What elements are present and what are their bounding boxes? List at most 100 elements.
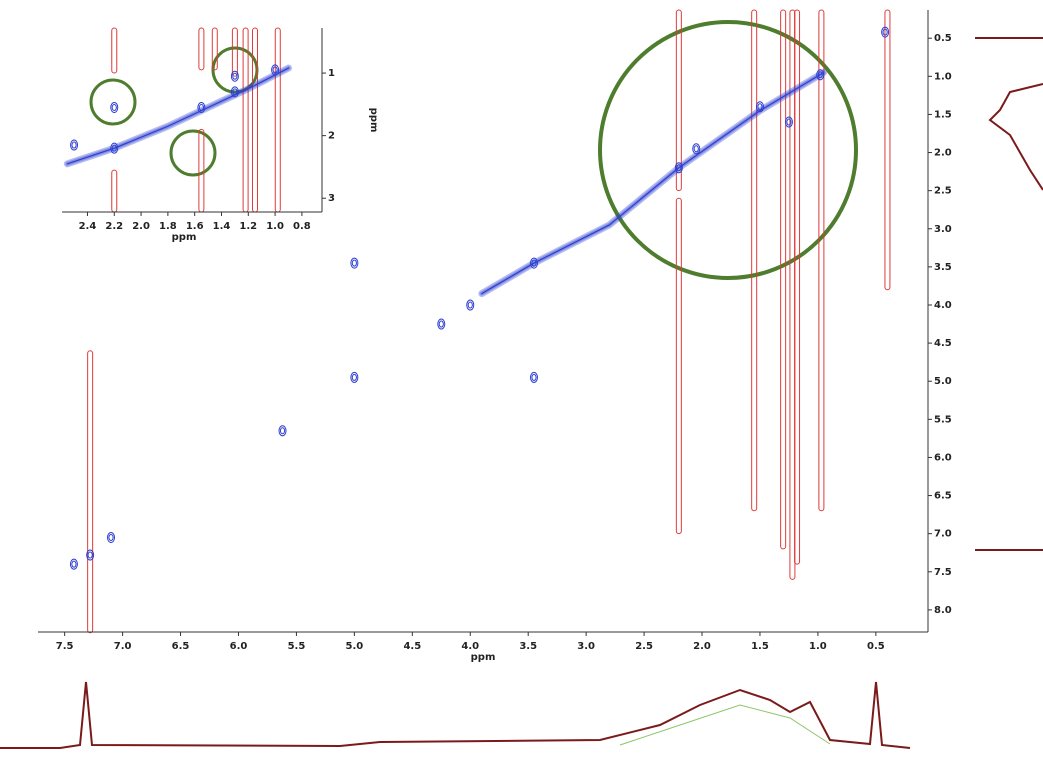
x-tick-label: 1.2 [239, 221, 257, 232]
peak [271, 64, 280, 76]
y-tick-label: 8.0 [934, 605, 952, 616]
peak [111, 144, 117, 152]
x-tick-label: 5.0 [346, 641, 364, 652]
peak [466, 299, 475, 311]
x-tick-label: 3.5 [519, 641, 537, 652]
x-tick-label: 0.8 [293, 221, 311, 232]
streak [675, 9, 682, 192]
peak [198, 103, 204, 111]
x-tick-label: 2.5 [635, 641, 653, 652]
x-tick-label: 5.5 [288, 641, 306, 652]
peak [111, 103, 117, 111]
x-tick-label: 4.0 [461, 641, 479, 652]
x-tick-label: 2.0 [693, 641, 711, 652]
projection-x [0, 681, 911, 749]
peak [692, 143, 701, 155]
peak [110, 142, 119, 154]
x-axis-label: ppm [471, 652, 496, 663]
y-tick-label: 3.5 [934, 262, 952, 273]
streak [818, 9, 825, 512]
y-tick-label: 3 [328, 193, 335, 204]
x-tick-label: 2.4 [79, 221, 97, 232]
y-tick-label: 5.5 [934, 414, 952, 425]
projection-y [975, 37, 1043, 551]
x-tick-label: 1.4 [213, 221, 231, 232]
peak [531, 373, 537, 381]
highlight-circle [598, 20, 858, 280]
peak [70, 139, 79, 151]
y-tick-label: 6.5 [934, 491, 952, 502]
peak [437, 318, 446, 330]
x-tick-label: 1.5 [751, 641, 769, 652]
peak [784, 116, 793, 128]
diagonal-contour [66, 67, 290, 165]
highlight-circle [169, 129, 217, 177]
peak [232, 88, 238, 96]
y-tick-label: 2.0 [934, 148, 952, 159]
x-axis-label: ppm [172, 232, 197, 243]
x-tick-label: 0.5 [867, 641, 885, 652]
y-tick-label: 1 [328, 68, 335, 79]
streak [794, 9, 801, 565]
x-tick-label: 6.5 [172, 641, 190, 652]
x-tick-label: 3.0 [577, 641, 595, 652]
peak [693, 145, 699, 153]
y-tick-label: 7.0 [934, 529, 952, 540]
peak [230, 86, 239, 98]
peak [529, 257, 538, 269]
y-tick-label: 7.5 [934, 567, 952, 578]
y-tick-label: 1.5 [934, 109, 952, 120]
peak [817, 71, 823, 79]
streak [675, 197, 682, 535]
peak [467, 301, 473, 309]
peak [71, 560, 77, 568]
y-tick-label: 4.5 [934, 338, 952, 349]
x-tick-label: 6.0 [230, 641, 248, 652]
y-tick-label: 2.5 [934, 186, 952, 197]
x-tick-label: 7.0 [114, 641, 132, 652]
y-tick-label: 5.0 [934, 376, 952, 387]
peak [107, 531, 116, 543]
streak [87, 350, 94, 634]
streak [198, 27, 205, 71]
streak [780, 9, 787, 550]
x-tick-label: 1.6 [186, 221, 204, 232]
peak [71, 141, 77, 149]
y-axis-label: ppm [368, 108, 379, 133]
peak [110, 101, 119, 113]
peak [108, 533, 114, 541]
peak [279, 427, 286, 435]
peak [232, 72, 238, 80]
projection-x-trace [619, 704, 831, 746]
streak [884, 9, 891, 291]
peak [272, 66, 278, 74]
peak [350, 257, 359, 269]
peak [755, 101, 764, 113]
peak [351, 259, 357, 267]
peak [350, 371, 359, 383]
peak [87, 551, 93, 559]
peak [230, 70, 239, 82]
highlight-circle [89, 78, 137, 126]
x-tick-label: 2.0 [132, 221, 150, 232]
y-tick-label: 2 [328, 131, 335, 142]
peak [816, 69, 825, 81]
peak [674, 162, 683, 174]
streak [111, 27, 118, 74]
x-tick-label: 1.0 [809, 641, 827, 652]
y-tick-label: 4.0 [934, 300, 952, 311]
peak [86, 549, 95, 561]
diagonal-contour [481, 71, 825, 295]
streak [231, 27, 238, 77]
y-tick-label: 0.5 [934, 33, 952, 44]
peak [197, 101, 206, 113]
peak [438, 320, 444, 328]
peak [278, 425, 287, 437]
peak [69, 558, 78, 570]
streak [211, 27, 218, 71]
y-tick-label: 3.0 [934, 224, 952, 235]
peak [882, 28, 888, 36]
x-tick-label: 1.8 [159, 221, 177, 232]
